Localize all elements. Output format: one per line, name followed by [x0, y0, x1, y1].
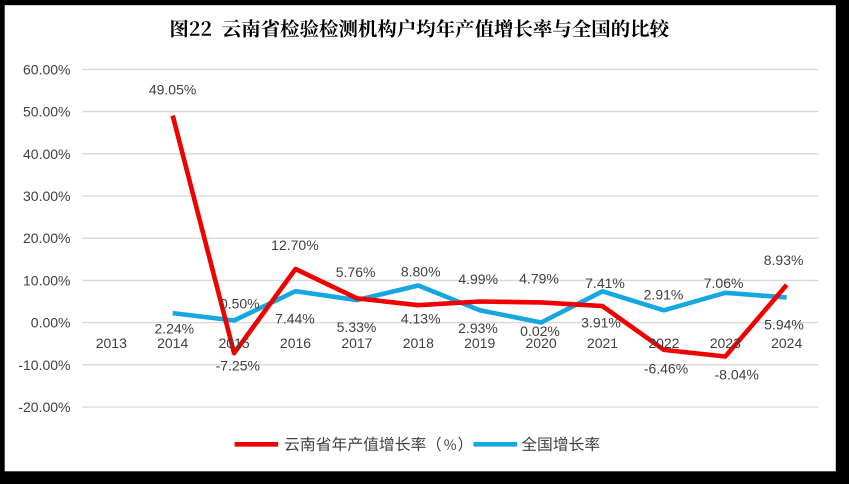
- svg-text:-10.00%: -10.00%: [18, 357, 70, 373]
- svg-text:-8.04%: -8.04%: [715, 367, 759, 383]
- svg-text:12.70%: 12.70%: [271, 237, 318, 253]
- svg-text:-7.25%: -7.25%: [216, 358, 260, 374]
- svg-text:0.50%: 0.50%: [220, 295, 260, 311]
- svg-text:4.99%: 4.99%: [458, 271, 498, 287]
- svg-text:5.76%: 5.76%: [336, 264, 376, 280]
- svg-text:50.00%: 50.00%: [23, 104, 70, 120]
- svg-text:2014: 2014: [157, 335, 188, 351]
- svg-text:4.79%: 4.79%: [519, 271, 559, 287]
- svg-text:2015: 2015: [219, 335, 250, 351]
- svg-text:2016: 2016: [280, 335, 311, 351]
- svg-text:3.91%: 3.91%: [581, 315, 621, 331]
- svg-text:7.06%: 7.06%: [704, 275, 744, 291]
- svg-text:2.91%: 2.91%: [644, 287, 684, 303]
- svg-text:60.00%: 60.00%: [23, 61, 70, 77]
- svg-text:-20.00%: -20.00%: [18, 399, 70, 415]
- svg-text:-6.46%: -6.46%: [644, 361, 688, 377]
- svg-text:8.80%: 8.80%: [401, 263, 441, 279]
- svg-text:2021: 2021: [587, 335, 618, 351]
- svg-text:40.00%: 40.00%: [23, 146, 70, 162]
- svg-text:2019: 2019: [464, 335, 495, 351]
- svg-text:7.44%: 7.44%: [275, 310, 315, 326]
- svg-text:2013: 2013: [96, 335, 127, 351]
- svg-text:2022: 2022: [648, 335, 679, 351]
- svg-text:8.93%: 8.93%: [764, 252, 804, 268]
- svg-text:5.94%: 5.94%: [764, 317, 804, 333]
- svg-text:2.24%: 2.24%: [154, 321, 194, 337]
- svg-text:2024: 2024: [771, 335, 802, 351]
- svg-text:2020: 2020: [526, 335, 557, 351]
- svg-text:20.00%: 20.00%: [23, 230, 70, 246]
- svg-text:49.05%: 49.05%: [149, 82, 196, 98]
- svg-text:10.00%: 10.00%: [23, 272, 70, 288]
- svg-text:2.93%: 2.93%: [458, 320, 498, 336]
- svg-text:4.13%: 4.13%: [401, 311, 441, 327]
- svg-text:30.00%: 30.00%: [23, 188, 70, 204]
- svg-text:0.00%: 0.00%: [31, 315, 71, 331]
- svg-text:5.33%: 5.33%: [337, 319, 377, 335]
- svg-text:2023: 2023: [710, 335, 741, 351]
- svg-text:2018: 2018: [403, 335, 434, 351]
- svg-text:0.02%: 0.02%: [520, 323, 560, 339]
- svg-text:2017: 2017: [341, 335, 372, 351]
- svg-text:7.41%: 7.41%: [585, 275, 625, 291]
